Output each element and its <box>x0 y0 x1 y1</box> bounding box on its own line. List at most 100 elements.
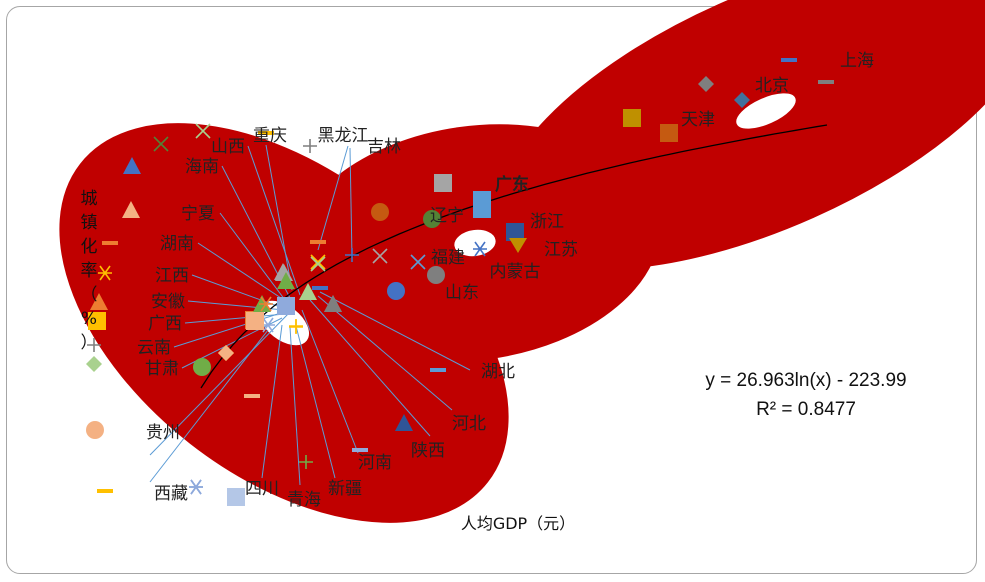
point-marker <box>660 124 678 142</box>
data-label: 四川 <box>245 479 279 499</box>
leader-line <box>317 145 349 251</box>
leader-line <box>261 324 283 479</box>
point-marker <box>277 272 295 289</box>
leader-line <box>197 242 288 303</box>
point-marker <box>303 139 317 153</box>
point-marker <box>277 297 295 315</box>
data-label: 辽宁 <box>430 206 464 226</box>
data-label: 重庆 <box>253 126 287 146</box>
point-marker <box>153 136 169 152</box>
point-marker <box>395 414 413 431</box>
point-marker <box>818 80 834 84</box>
point-marker <box>781 58 797 62</box>
data-label: 新疆 <box>328 479 362 499</box>
trend-equation: y = 26.963ln(x) - 223.99 <box>705 370 906 391</box>
leader-line <box>319 291 471 371</box>
data-label: 青海 <box>287 490 321 510</box>
x-axis-title: 人均GDP（元） <box>461 514 575 533</box>
point-marker <box>434 174 452 192</box>
point-marker <box>310 254 326 270</box>
leader-line <box>349 147 353 259</box>
data-label: 江苏 <box>544 240 578 260</box>
leader-line <box>289 326 301 486</box>
y-axis-title-text: 城镇化率（%） <box>81 189 98 353</box>
data-label: 海南 <box>185 157 219 177</box>
data-points <box>86 58 834 506</box>
point-marker <box>86 421 104 439</box>
data-label: 福建 <box>431 248 465 268</box>
point-marker <box>427 266 445 284</box>
point-marker <box>299 283 317 300</box>
point-marker <box>289 319 303 333</box>
leader-line <box>149 311 291 456</box>
data-label: 贵州 <box>146 423 180 443</box>
point-marker <box>193 358 211 376</box>
point-marker <box>310 256 326 272</box>
point-marker <box>430 368 446 372</box>
data-label: 陕西 <box>411 441 445 461</box>
point-marker <box>189 479 203 495</box>
point-marker <box>410 254 426 270</box>
point-marker <box>227 488 245 506</box>
leader-line <box>173 311 285 348</box>
point-marker <box>352 448 368 452</box>
point-marker <box>473 200 491 218</box>
point-marker <box>473 241 487 257</box>
data-label: 湖北 <box>481 362 515 382</box>
point-marker <box>310 240 326 244</box>
point-marker <box>698 76 714 92</box>
point-marker <box>345 248 359 262</box>
leader-line <box>219 212 286 301</box>
point-marker <box>87 338 101 352</box>
point-marker <box>218 345 234 361</box>
data-label: 天津 <box>681 110 715 130</box>
data-label: 内蒙古 <box>490 262 541 282</box>
point-marker <box>244 394 260 398</box>
point-marker <box>88 312 106 330</box>
point-marker <box>122 201 140 218</box>
point-marker <box>259 296 273 312</box>
point-marker <box>506 223 524 241</box>
leader-line <box>247 145 301 296</box>
data-label: 河南 <box>358 453 392 473</box>
data-label: 黑龙江 <box>318 126 369 146</box>
highlight-ellipses <box>59 0 985 523</box>
data-label: 山东 <box>445 283 479 303</box>
data-label: 湖南 <box>160 234 194 254</box>
data-label: 北京 <box>755 76 789 96</box>
trendline <box>200 124 828 389</box>
trend-r-squared: R² = 0.8477 <box>756 399 856 420</box>
point-marker <box>299 455 313 469</box>
leader-line <box>149 329 269 483</box>
point-marker <box>423 210 441 228</box>
leader-line <box>265 144 293 291</box>
point-marker <box>623 109 641 127</box>
point-marker <box>258 131 274 135</box>
data-label: 甘肃 <box>145 359 179 379</box>
point-marker <box>734 92 750 108</box>
data-label: 广西 <box>148 314 182 334</box>
data-label: 浙江 <box>530 212 564 232</box>
data-label: 宁夏 <box>181 204 215 224</box>
data-label: 安徽 <box>151 292 185 312</box>
data-label: 山西 <box>211 137 245 157</box>
point-marker <box>86 356 102 372</box>
point-marker <box>90 293 108 310</box>
point-marker <box>123 157 141 174</box>
point-marker <box>246 312 264 330</box>
data-label: 吉林 <box>367 137 401 157</box>
leader-line <box>184 313 286 324</box>
data-label: 广东 <box>495 174 529 195</box>
data-label: 西藏 <box>154 484 188 504</box>
point-marker <box>195 123 211 139</box>
y-axis-title: 城镇化率（%） <box>81 189 98 353</box>
point-marker <box>324 295 342 312</box>
data-label: 云南 <box>137 338 171 358</box>
leader-line <box>295 325 336 479</box>
point-marker <box>372 248 388 264</box>
point-marker <box>387 282 405 300</box>
point-marker <box>371 203 389 221</box>
data-label: 上海 <box>840 51 874 71</box>
